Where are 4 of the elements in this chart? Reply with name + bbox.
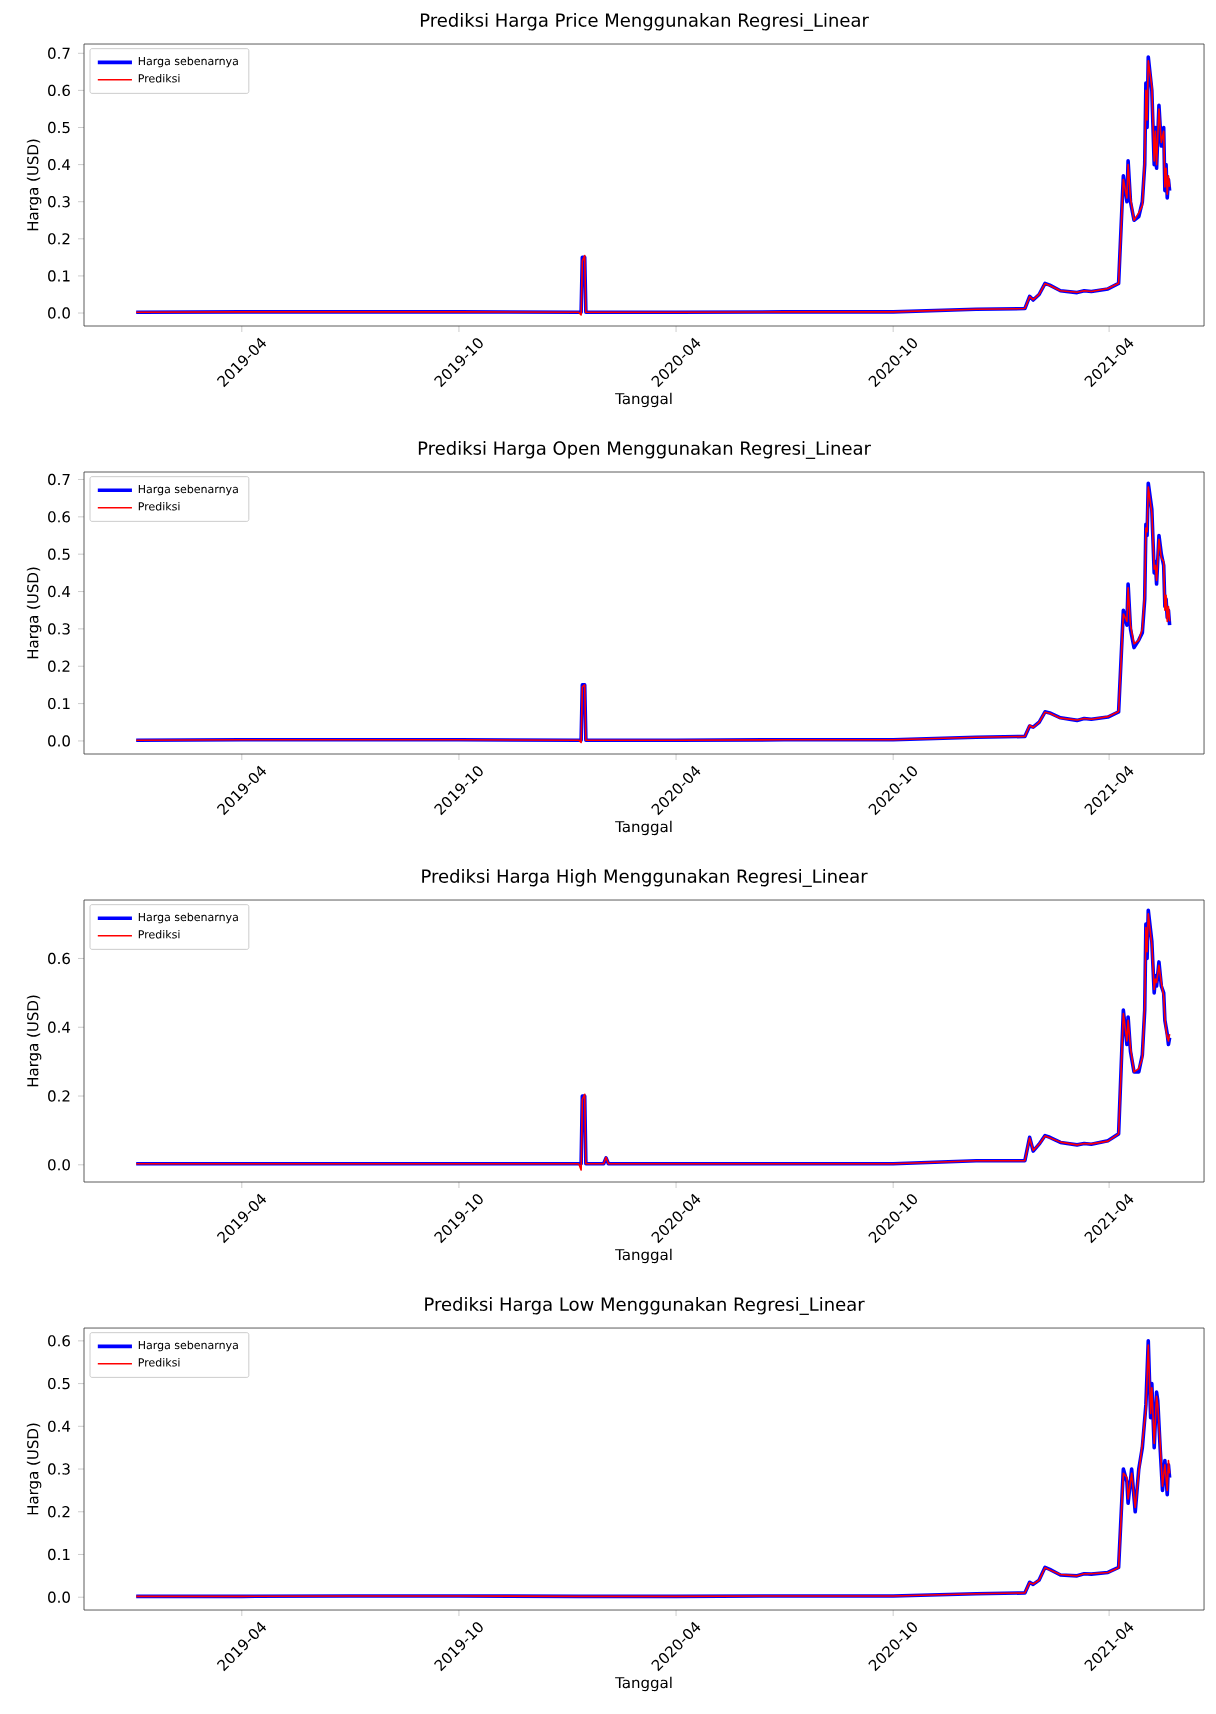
chart-title: Prediksi Harga Low Menggunakan Regresi_Linear <box>425 1297 865 1315</box>
chart-title: Prediksi Harga Open Menggunakan Regresi_Linear <box>418 441 871 459</box>
chart-title: Prediksi Harga Price Menggunakan Regresi_Linear <box>420 13 869 31</box>
chart-title: Prediksi Harga High Menggunakan Regresi_Linear <box>422 869 868 887</box>
